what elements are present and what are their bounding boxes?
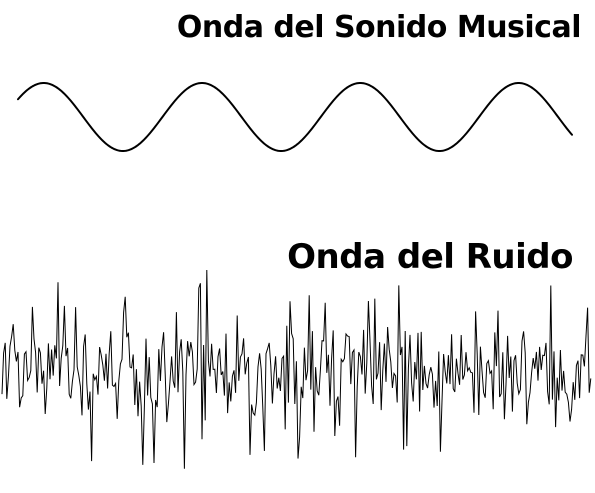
musical-sound-wave [17, 82, 573, 152]
musical-sound-wave-title: Onda del Sonido Musical [176, 10, 582, 45]
noise-wave-title: Onda del Ruido [287, 237, 573, 277]
noise-wave-line [1, 270, 592, 469]
sine-wave-line [17, 82, 573, 152]
noise-wave [1, 270, 592, 469]
